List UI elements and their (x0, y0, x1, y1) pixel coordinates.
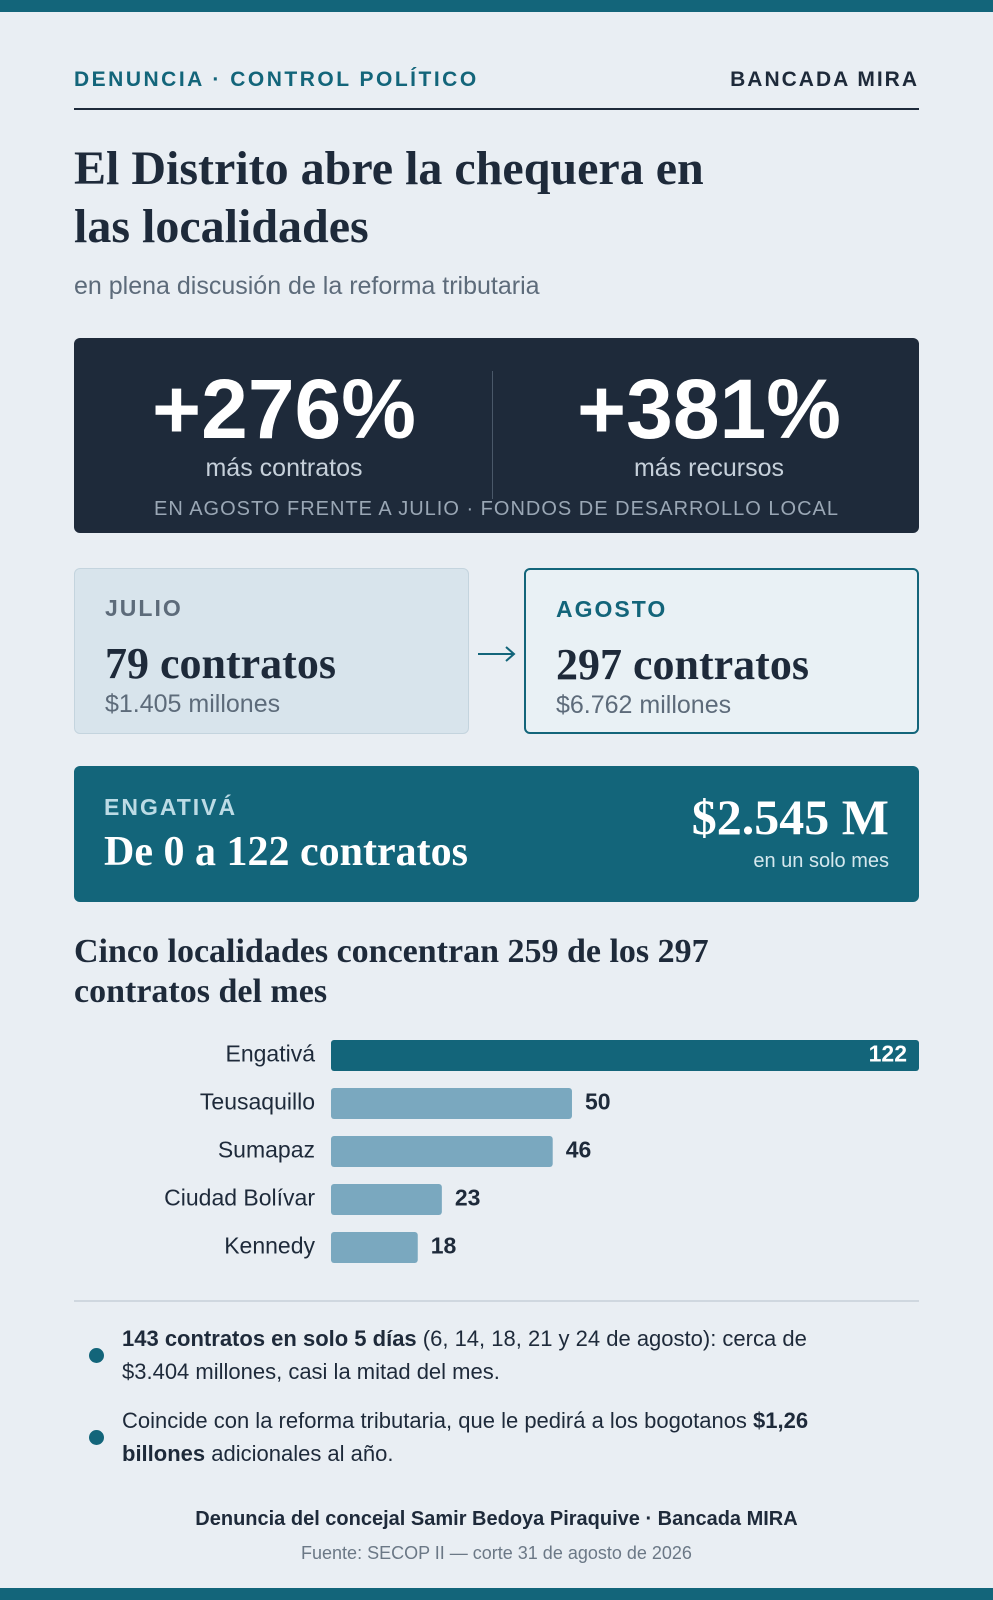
category-label: Ciudad Bolívar (164, 1185, 315, 1211)
separator (74, 1300, 919, 1302)
bar (331, 1136, 553, 1167)
month-amount: $6.762 millones (556, 691, 732, 719)
bar (331, 1088, 572, 1119)
month-card: JULIO 79 contratos $1.405 millones (74, 568, 469, 734)
category-label: Kennedy (224, 1233, 315, 1259)
month-name: JULIO (105, 595, 183, 621)
stat: +276% más contratos (74, 338, 494, 483)
title: El Distrito abre la chequera en las loca… (74, 142, 704, 253)
brand: BANCADA MIRA (730, 68, 919, 91)
stat-value: +276% (152, 362, 416, 456)
bullet-text: 143 contratos en solo 5 días (122, 1326, 417, 1351)
bar (331, 1184, 442, 1215)
bullet-text: Coincide con la reforma tributaria, que … (122, 1408, 754, 1433)
category-label: Teusaquillo (200, 1089, 315, 1115)
bullet: 143 contratos en solo 5 días (6, 14, 18,… (122, 1322, 862, 1388)
highlight-note: en un solo mes (753, 850, 889, 872)
subtitle: en plena discusión de la reforma tributa… (74, 272, 540, 300)
chart: Engativá 122 Teusaquillo 50 Sumapaz 46 Ciudad … (164, 1040, 919, 1263)
stats-panel: +276% más contratos +381% más recursos E… (74, 338, 919, 533)
month-contracts: 297 contratos (556, 640, 809, 689)
bar (331, 1232, 418, 1263)
bar (331, 1040, 919, 1071)
stat: +381% más recursos (499, 338, 919, 483)
month-name: AGOSTO (556, 596, 668, 622)
stat-label: más recursos (633, 454, 785, 482)
value-label: 122 (869, 1041, 907, 1067)
top-band (0, 0, 993, 12)
credit: Denuncia del concejal Samir Bedoya Piraq… (195, 1508, 798, 1530)
divider (492, 371, 493, 499)
chart-title: Cinco localidades concentran 259 de los … (74, 933, 709, 1010)
month-amount: $1.405 millones (105, 690, 281, 718)
value-label: 23 (455, 1185, 481, 1211)
bullet: Coincide con la reforma tributaria, que … (122, 1404, 862, 1470)
month-contracts: 79 contratos (105, 639, 336, 688)
bottom-band (0, 1588, 993, 1600)
arrow (478, 646, 516, 662)
header-rule (74, 108, 919, 110)
bullet-dot (89, 1348, 104, 1363)
kicker: DENUNCIA · CONTROL POLÍTICO (74, 68, 479, 91)
highlight-amount: $2.545 M (691, 789, 889, 845)
value-label: 18 (431, 1233, 457, 1259)
bullet-text: (6, 14, 18, 21 y 24 de agosto): cerca de… (122, 1326, 807, 1384)
month-card: AGOSTO 297 contratos $6.762 millones (524, 568, 919, 734)
highlight-panel: ENGATIVÁ De 0 a 122 contratos $2.545 M e… (74, 766, 919, 902)
value-label: 50 (585, 1089, 611, 1115)
stats-note: EN AGOSTO FRENTE A JULIO · FONDOS DE DES… (153, 498, 839, 520)
source: Fuente: SECOP II — corte 31 de agosto de… (301, 1543, 692, 1563)
stat-label: más contratos (205, 454, 363, 482)
bullet-text: adicionales al año. (205, 1441, 394, 1466)
category-label: Sumapaz (218, 1137, 315, 1163)
value-label: 46 (566, 1137, 592, 1163)
bullet-dot (89, 1430, 104, 1445)
stat-value: +381% (577, 362, 841, 456)
highlight-label: ENGATIVÁ (104, 794, 238, 820)
bullet-text: $1,26 billones (122, 1408, 809, 1466)
highlight-headline: De 0 a 122 contratos (104, 829, 468, 875)
category-label: Engativá (225, 1041, 315, 1067)
